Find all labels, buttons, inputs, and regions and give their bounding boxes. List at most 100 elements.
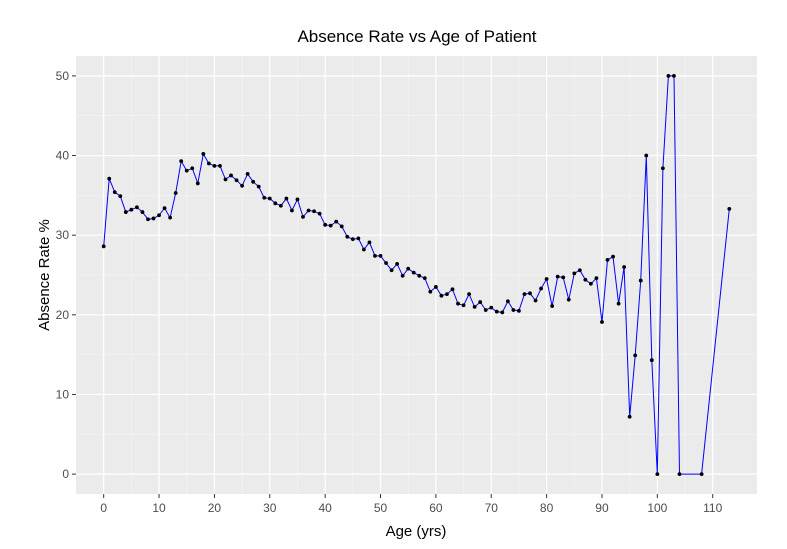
data-point	[267, 196, 272, 201]
data-point	[627, 414, 632, 419]
data-point	[605, 257, 610, 262]
data-point	[317, 211, 322, 216]
x-tick-label: 20	[208, 501, 222, 515]
data-point	[633, 353, 638, 358]
data-point	[422, 276, 427, 281]
data-point	[600, 320, 604, 324]
x-tick-label: 60	[429, 501, 443, 515]
data-point	[489, 305, 494, 310]
data-point	[616, 301, 621, 306]
data-point	[528, 291, 532, 296]
data-point	[295, 197, 300, 202]
data-point	[411, 270, 416, 275]
data-point	[334, 219, 339, 224]
minor-gridlines	[76, 56, 757, 494]
data-point	[323, 222, 328, 227]
data-point	[328, 223, 333, 228]
major-gridlines	[76, 56, 757, 494]
data-point	[544, 277, 549, 281]
data-point	[251, 179, 256, 184]
y-tick-label: 20	[56, 308, 70, 322]
data-point	[212, 163, 217, 168]
data-point	[699, 472, 704, 476]
data-point	[306, 208, 311, 213]
data-point	[123, 210, 128, 214]
data-point	[622, 265, 627, 269]
data-point	[101, 244, 106, 249]
data-point	[406, 266, 411, 271]
data-point	[611, 254, 615, 259]
data-point	[118, 194, 123, 199]
data-point	[179, 159, 184, 164]
data-point	[168, 215, 173, 220]
data-point	[201, 152, 206, 156]
chart-title: Absence Rate vs Age of Patient	[297, 27, 536, 46]
data-point	[572, 271, 577, 276]
data-point	[494, 309, 499, 314]
x-tick-label: 40	[318, 501, 332, 515]
data-point	[146, 217, 150, 222]
data-point	[566, 297, 571, 302]
data-point	[234, 178, 239, 183]
data-point	[500, 310, 505, 315]
data-point	[456, 301, 460, 306]
data-point	[157, 213, 161, 218]
x-tick-label: 70	[485, 501, 499, 515]
x-tick-label: 30	[263, 501, 277, 515]
data-point	[533, 298, 538, 303]
data-point	[417, 273, 422, 278]
data-point	[638, 278, 643, 283]
data-point	[223, 177, 228, 182]
data-point	[135, 205, 139, 210]
data-point	[206, 161, 211, 166]
data-point	[433, 285, 438, 289]
data-point	[550, 304, 555, 308]
data-point	[173, 191, 178, 195]
data-point	[439, 293, 444, 298]
y-tick-label: 0	[62, 467, 69, 481]
data-point	[649, 358, 654, 363]
data-point	[273, 201, 278, 206]
data-point	[644, 153, 649, 158]
data-point	[655, 472, 660, 476]
data-point	[445, 292, 449, 297]
data-point	[517, 308, 521, 313]
data-point	[505, 299, 510, 304]
data-point	[539, 286, 543, 291]
data-points	[101, 74, 732, 476]
data-point	[240, 183, 244, 188]
data-point	[245, 171, 250, 176]
data-point	[107, 176, 112, 181]
data-point	[555, 274, 560, 279]
data-point	[677, 472, 682, 476]
data-point	[284, 196, 289, 201]
data-point	[301, 214, 305, 219]
data-point	[312, 209, 316, 214]
y-tick-label: 50	[56, 69, 70, 83]
data-point	[666, 74, 671, 78]
data-point	[339, 224, 344, 229]
data-point	[594, 276, 599, 281]
y-tick-label: 40	[56, 149, 70, 163]
data-point	[184, 168, 189, 173]
data-point	[400, 273, 405, 278]
data-point	[256, 184, 261, 189]
data-point	[483, 308, 488, 312]
x-tick-label: 0	[100, 501, 107, 515]
data-point	[229, 173, 233, 178]
data-point	[672, 74, 676, 78]
y-tick-label: 30	[56, 228, 70, 242]
data-point	[195, 181, 200, 186]
data-point	[561, 275, 566, 280]
data-point	[450, 287, 455, 292]
data-point	[522, 292, 527, 297]
data-point	[583, 277, 588, 282]
data-point	[151, 216, 156, 221]
data-point	[384, 261, 388, 265]
data-point	[428, 289, 433, 294]
data-point	[112, 190, 117, 195]
data-point	[367, 240, 372, 245]
data-point	[190, 166, 195, 171]
data-point	[218, 163, 222, 168]
